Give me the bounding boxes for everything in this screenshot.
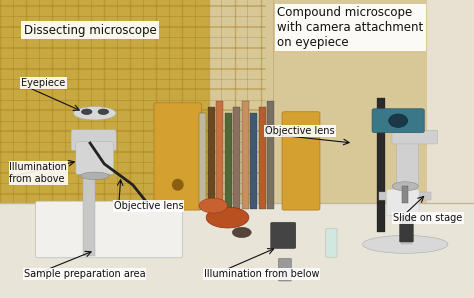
- Bar: [402, 186, 408, 203]
- FancyBboxPatch shape: [154, 103, 201, 210]
- Bar: [0, 0, 265, 215]
- FancyBboxPatch shape: [278, 258, 292, 281]
- FancyBboxPatch shape: [282, 112, 320, 210]
- Text: Compound microscope
with camera attachment
on eyepiece: Compound microscope with camera attachme…: [277, 6, 424, 49]
- FancyBboxPatch shape: [392, 130, 438, 144]
- Ellipse shape: [363, 235, 448, 253]
- Text: Illumination from below: Illumination from below: [204, 269, 319, 279]
- Text: Objective lens: Objective lens: [114, 201, 183, 211]
- Ellipse shape: [73, 106, 116, 120]
- Bar: [259, 107, 266, 209]
- Bar: [242, 101, 249, 209]
- Bar: [199, 113, 206, 209]
- Text: Eyepiece: Eyepiece: [21, 78, 65, 89]
- Bar: [0, 203, 474, 298]
- FancyBboxPatch shape: [76, 142, 114, 174]
- Bar: [216, 101, 223, 209]
- Bar: [225, 113, 232, 209]
- Bar: [208, 107, 215, 209]
- Bar: [83, 143, 95, 256]
- Bar: [250, 113, 257, 209]
- Ellipse shape: [392, 182, 418, 191]
- Text: Dissecting microscope: Dissecting microscope: [24, 24, 156, 37]
- Text: Objective lens: Objective lens: [265, 126, 335, 136]
- Bar: [427, 0, 474, 215]
- FancyBboxPatch shape: [397, 139, 419, 186]
- FancyBboxPatch shape: [400, 199, 413, 242]
- Ellipse shape: [199, 198, 228, 213]
- Bar: [401, 119, 412, 244]
- FancyBboxPatch shape: [271, 222, 296, 249]
- Text: Sample preparation area: Sample preparation area: [24, 269, 146, 279]
- Bar: [267, 101, 274, 209]
- FancyBboxPatch shape: [387, 190, 419, 216]
- Ellipse shape: [206, 207, 249, 228]
- Ellipse shape: [172, 179, 184, 191]
- Bar: [233, 107, 240, 209]
- Ellipse shape: [389, 114, 408, 128]
- Bar: [379, 192, 431, 200]
- FancyBboxPatch shape: [71, 130, 116, 150]
- Ellipse shape: [82, 109, 92, 114]
- FancyBboxPatch shape: [36, 201, 182, 258]
- Ellipse shape: [81, 172, 109, 179]
- Ellipse shape: [232, 227, 251, 238]
- Bar: [377, 98, 385, 232]
- Bar: [209, 0, 474, 215]
- FancyBboxPatch shape: [326, 229, 337, 257]
- FancyBboxPatch shape: [372, 109, 424, 133]
- Text: Illumination
from above: Illumination from above: [9, 162, 67, 184]
- Text: Slide on stage: Slide on stage: [393, 212, 463, 223]
- Ellipse shape: [98, 109, 109, 114]
